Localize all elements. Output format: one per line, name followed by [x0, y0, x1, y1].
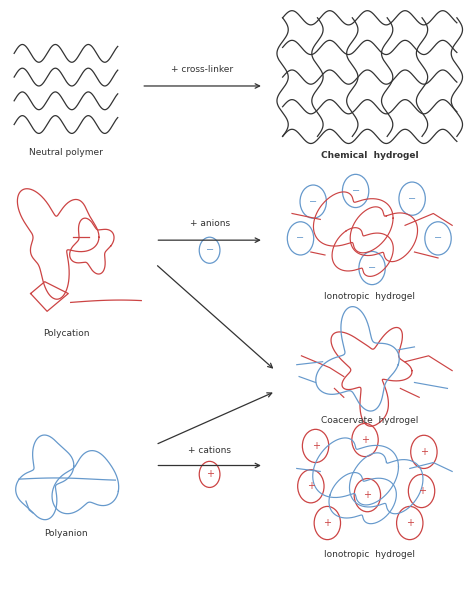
- Text: Chemical  hydrogel: Chemical hydrogel: [321, 151, 419, 160]
- Text: +: +: [420, 447, 428, 457]
- Text: Polycation: Polycation: [43, 329, 89, 338]
- Text: +: +: [307, 482, 315, 491]
- Text: +: +: [312, 441, 319, 451]
- Text: −: −: [205, 246, 214, 255]
- Text: +: +: [364, 490, 371, 500]
- Text: +: +: [418, 486, 425, 496]
- Text: −: −: [309, 197, 317, 206]
- Text: −: −: [368, 263, 376, 273]
- Text: +: +: [206, 470, 213, 479]
- Text: Coacervate  hydrogel: Coacervate hydrogel: [321, 416, 418, 425]
- Text: Polyanion: Polyanion: [44, 529, 88, 538]
- Text: +: +: [406, 518, 414, 528]
- Text: −: −: [434, 234, 442, 243]
- Text: Ionotropic  hydrogel: Ionotropic hydrogel: [324, 292, 415, 301]
- Text: −: −: [351, 186, 360, 196]
- Text: Neutral polymer: Neutral polymer: [29, 148, 103, 157]
- Text: +: +: [324, 518, 331, 528]
- Text: Ionotropic  hydrogel: Ionotropic hydrogel: [324, 550, 415, 559]
- Text: + anions: + anions: [189, 219, 230, 228]
- Text: −: −: [296, 234, 305, 243]
- Text: + cations: + cations: [188, 447, 231, 455]
- Text: + cross-linker: + cross-linker: [171, 65, 234, 74]
- Text: +: +: [361, 435, 369, 445]
- Text: −: −: [408, 194, 416, 203]
